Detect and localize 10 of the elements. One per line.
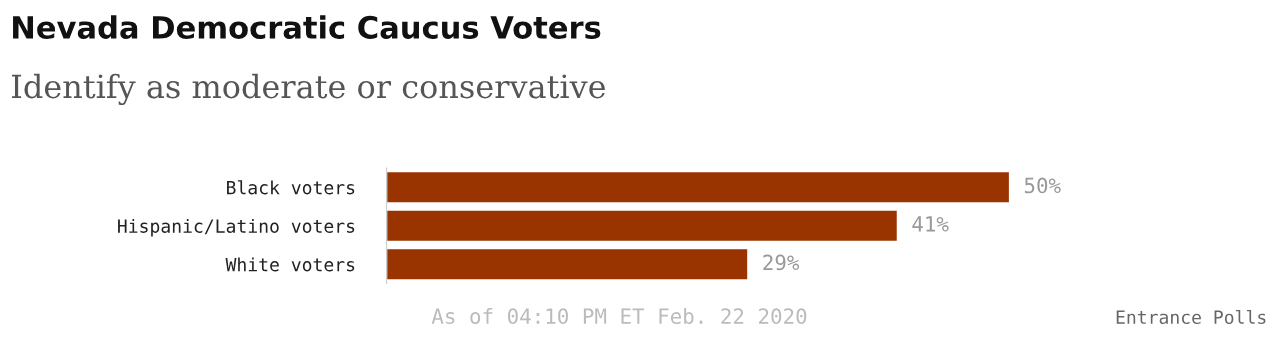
text: Entrance Polls [1116,309,1266,325]
data-label: 50% [1024,177,1061,194]
data-label: 29% [763,254,800,271]
chart-subtitle: Identify as moderate or conservative [12,73,605,106]
text: As of 04:10 PM ET Feb. 22 2020 [431,307,807,325]
y-tick-label: White voters [225,257,355,272]
chart-title: Nevada Democratic Caucus Voters [13,15,601,39]
data-label: 41% [912,216,949,232]
y-tick-label: Hispanic/Latino voters [118,218,355,237]
y-tick-label: Black voters [227,180,355,195]
